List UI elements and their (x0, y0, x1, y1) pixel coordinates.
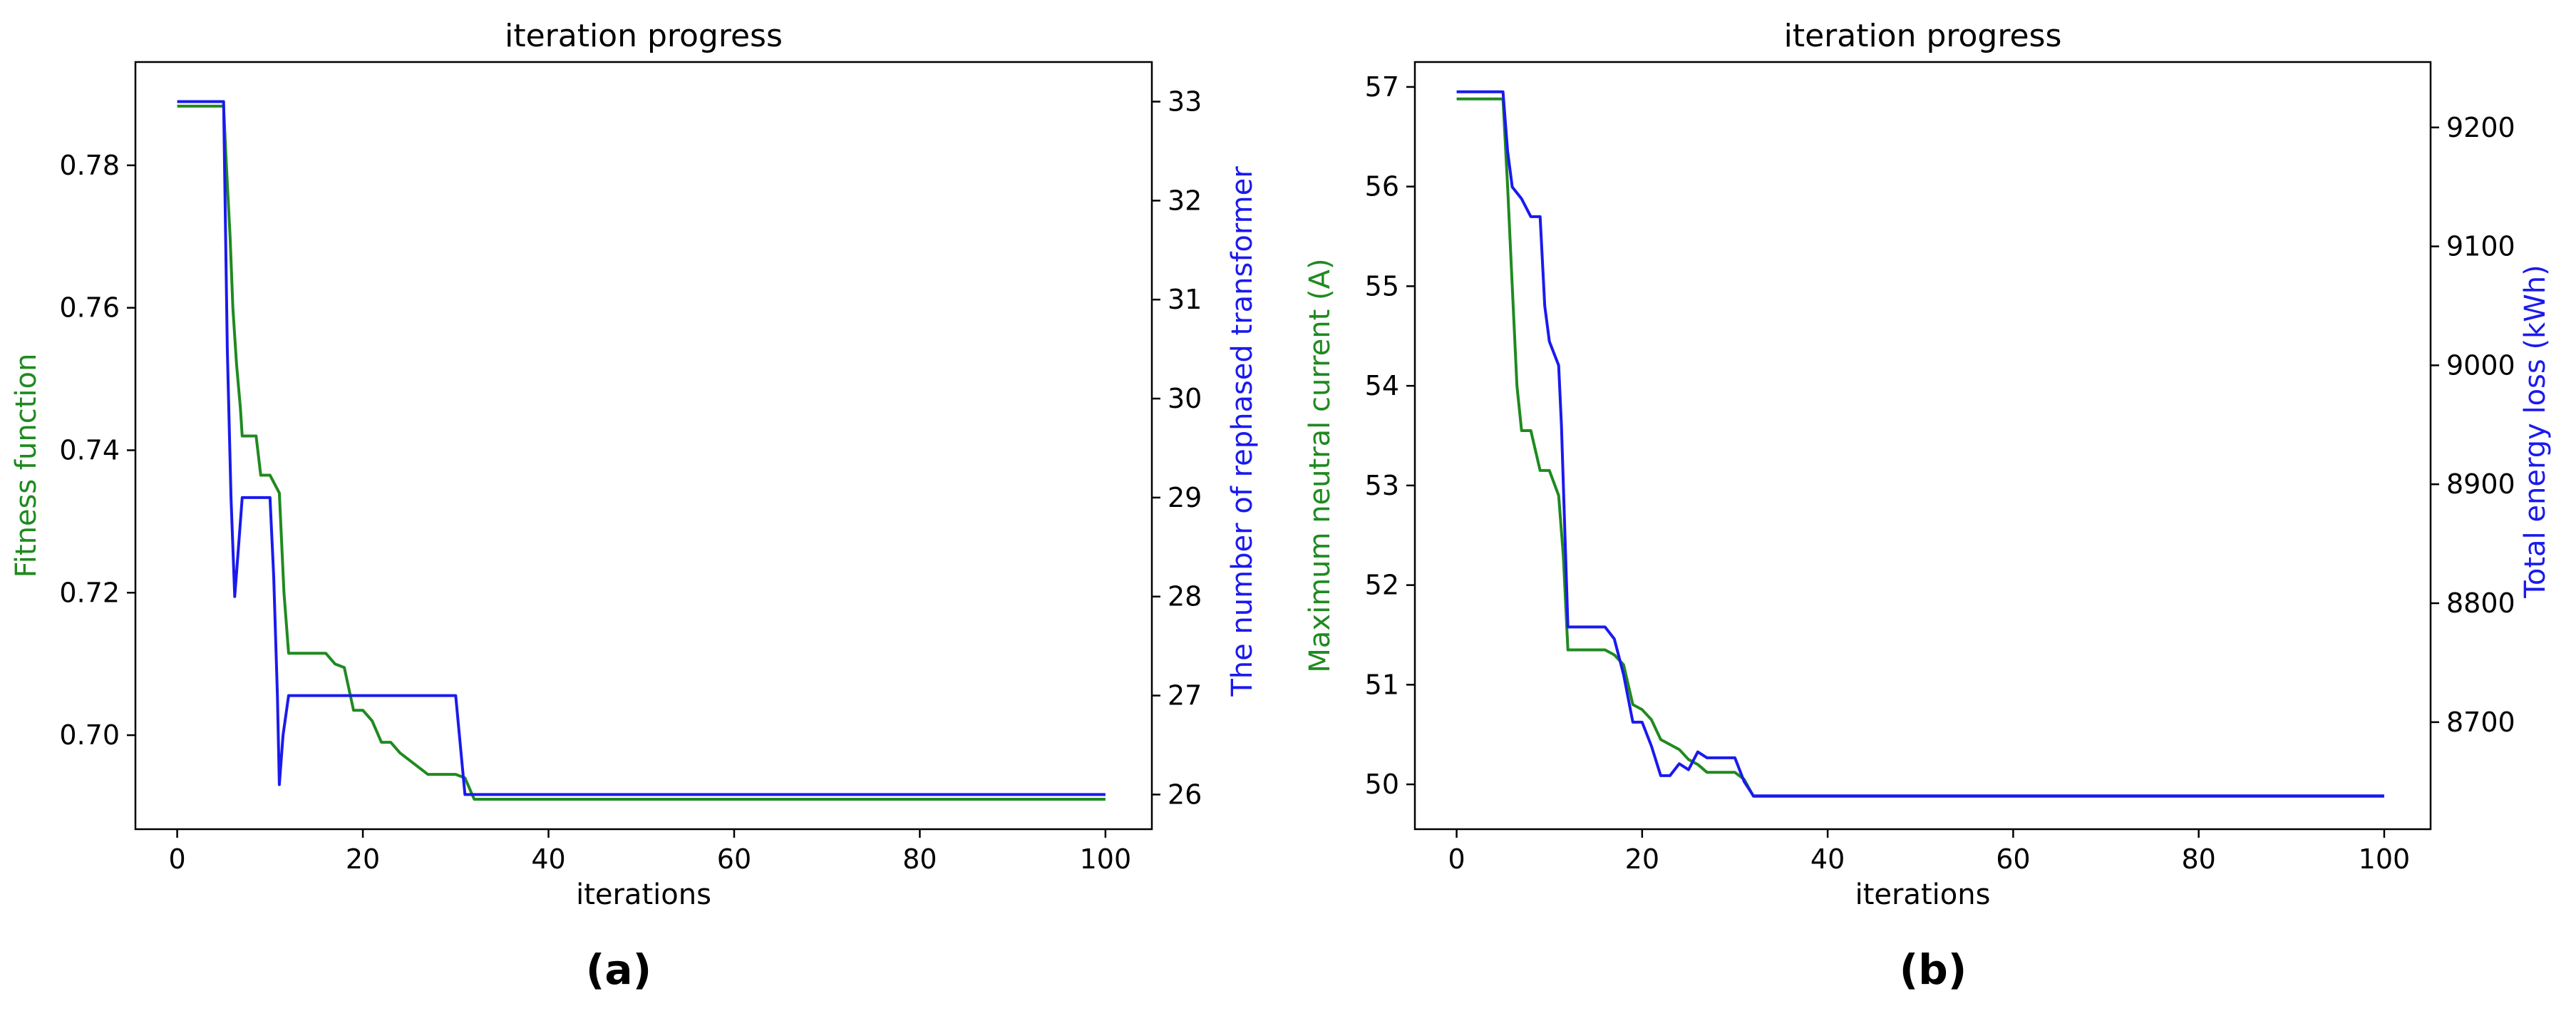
y-left-tick-label: 0.76 (59, 292, 120, 324)
x-tick-label: 80 (2181, 843, 2215, 875)
x-tick-label: 40 (1810, 843, 1845, 875)
y-left-axis-label: Fitness function (10, 354, 43, 578)
x-tick-label: 20 (346, 843, 380, 875)
y-right-tick-label: 9200 (2446, 112, 2515, 143)
x-tick-label: 0 (1448, 843, 1465, 875)
y-right-tick-label: 8900 (2446, 468, 2515, 500)
y-left-tick-label: 55 (1365, 270, 1399, 302)
x-tick-label: 20 (1625, 843, 1659, 875)
y-left-tick-label: 0.70 (59, 719, 120, 751)
y-left-tick-label: 54 (1365, 370, 1399, 401)
y-right-tick-label: 30 (1168, 383, 1202, 414)
y-left-tick-label: 50 (1365, 769, 1399, 800)
chart-panel-1: iteration progress 0 20 40 60 80 100 iterations… (10, 18, 1259, 994)
chart-panel-2: iteration progress 0 20 40 60 80 100 iterations… (1304, 18, 2552, 994)
panel-label: (a) (586, 945, 651, 994)
y-left-tick-label: 56 (1365, 171, 1399, 202)
y-left-tick-label: 57 (1365, 71, 1399, 103)
y-left-axis-label: Maximum neutral current (A) (1304, 258, 1336, 672)
y-right-tick-label: 9000 (2446, 349, 2515, 381)
y-left-tick-label: 51 (1365, 669, 1399, 700)
x-tick-label: 0 (169, 843, 186, 875)
y-right-tick-label: 31 (1168, 284, 1202, 315)
series-line-left (177, 104, 1106, 801)
y-left-tick-label: 0.72 (59, 577, 120, 608)
y-right-tick-label: 29 (1168, 482, 1202, 513)
series-line-right (1456, 90, 2384, 798)
plot-frame (134, 61, 1153, 831)
y-right-tick-label: 26 (1168, 779, 1202, 810)
plot-frame (1413, 61, 2432, 831)
x-axis-label: iterations (1855, 878, 1991, 911)
x-tick-label: 60 (1996, 843, 2030, 875)
y-right-tick-label: 33 (1168, 86, 1202, 118)
x-tick-label: 100 (1080, 843, 1132, 875)
y-right-tick-label: 8700 (2446, 707, 2515, 738)
series-line-left (1456, 97, 2384, 798)
x-tick-label: 60 (717, 843, 751, 875)
y-right-axis-label: Total energy loss (kWh) (2519, 265, 2552, 598)
y-left-tick-label: 0.74 (59, 434, 120, 466)
y-left-tick-label: 53 (1365, 470, 1399, 501)
y-right-tick-label: 8800 (2446, 587, 2515, 619)
chart-title: iteration progress (505, 18, 783, 54)
y-right-tick-label: 27 (1168, 680, 1202, 712)
chart-title: iteration progress (1784, 18, 2062, 54)
x-axis-label: iterations (576, 878, 711, 911)
y-right-axis-label: The number of rephased transformer (1226, 166, 1259, 697)
y-right-tick-label: 32 (1168, 185, 1202, 216)
x-tick-label: 100 (2359, 843, 2411, 875)
y-left-tick-label: 0.78 (59, 150, 120, 181)
x-tick-label: 40 (531, 843, 565, 875)
y-left-tick-label: 52 (1365, 570, 1399, 601)
panel-label: (b) (1900, 945, 1967, 994)
x-tick-label: 80 (902, 843, 937, 875)
y-right-tick-label: 28 (1168, 581, 1202, 612)
y-right-tick-label: 9100 (2446, 231, 2515, 262)
series-line-right (177, 100, 1106, 796)
